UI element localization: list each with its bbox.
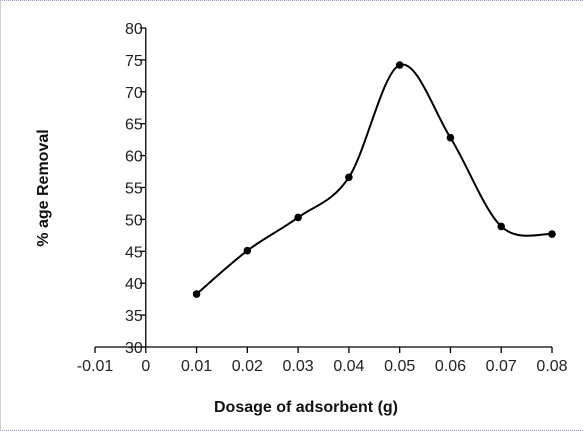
x-tick-label: 0.08: [536, 358, 567, 375]
x-tick-label: 0.04: [333, 358, 364, 375]
y-tick-label: 50: [125, 212, 143, 229]
axes: 30 35 40 45 50 55 60 65 70 75 80 -0.01 0 0.01 0.02 0.0…: [77, 21, 568, 375]
data-point: [192, 290, 201, 298]
y-tick-label: 60: [125, 149, 143, 166]
y-tick-label: 80: [125, 21, 143, 38]
x-axis-ticks: -0.01 0 0.01 0.02 0.03 0.04 0.05 0.06 0.07 0.08: [77, 347, 568, 375]
data-point: [548, 230, 556, 238]
series-layer: [192, 61, 556, 298]
x-tick-label: 0.01: [181, 358, 212, 375]
y-axis-title: % age Removal: [35, 129, 52, 246]
y-axis-ticks: 30 35 40 45 50 55 60 65 70 75 80: [125, 21, 146, 357]
y-tick-label: 55: [125, 181, 143, 198]
y-tick-label: 45: [125, 244, 143, 261]
y-tick-label: 30: [125, 340, 143, 357]
y-tick-label: 35: [125, 308, 143, 325]
y-tick-label: 65: [125, 117, 143, 134]
x-axis-title: Dosage of adsorbent (g): [214, 399, 398, 416]
x-tick-label: 0.03: [283, 358, 314, 375]
x-tick-label: 0.07: [486, 358, 517, 375]
data-point: [345, 173, 353, 182]
series-line: [195, 63, 553, 295]
y-tick-label: 70: [125, 85, 143, 102]
y-tick-label: 75: [125, 53, 143, 70]
y-tick-label: 40: [125, 276, 143, 293]
data-point: [446, 133, 455, 142]
x-tick-label: 0.05: [384, 358, 415, 375]
x-tick-label: 0: [141, 358, 150, 375]
data-point: [497, 222, 506, 231]
data-point: [395, 61, 404, 69]
x-tick-label: 0.06: [435, 358, 466, 375]
x-tick-label: -0.01: [77, 358, 114, 375]
x-tick-label: 0.02: [232, 358, 263, 375]
data-point: [294, 213, 302, 222]
data-point: [243, 246, 252, 255]
